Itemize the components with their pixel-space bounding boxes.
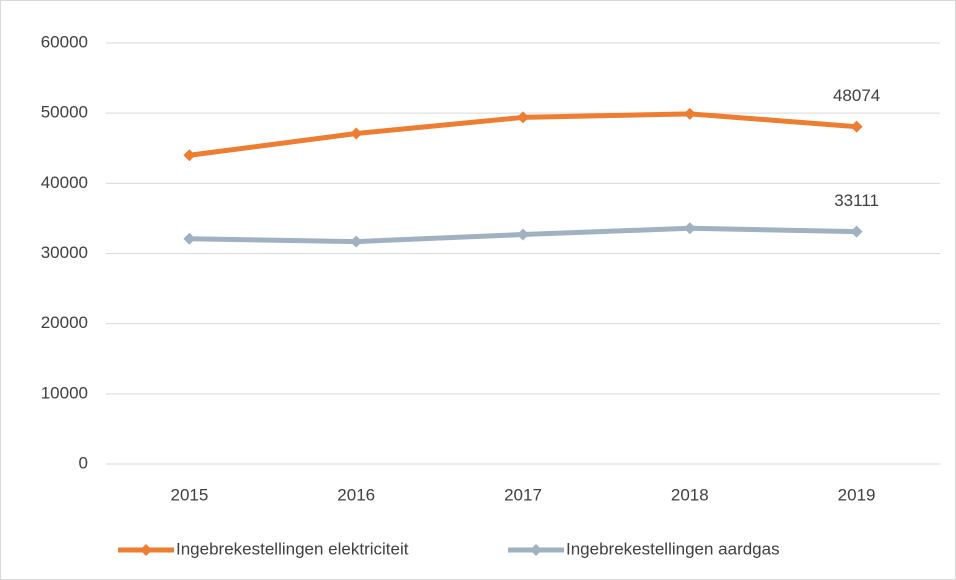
point-marker [183, 232, 196, 245]
x-tick-label: 2016 [337, 485, 375, 504]
y-tick-label: 0 [79, 453, 88, 472]
point-marker [850, 225, 863, 238]
y-tick-label: 30000 [41, 243, 88, 262]
y-tick-label: 40000 [41, 173, 88, 192]
legend-marker [140, 544, 152, 556]
y-tick-label: 50000 [41, 103, 88, 122]
point-marker [350, 127, 363, 140]
y-tick-label: 60000 [41, 32, 88, 51]
point-marker [850, 120, 863, 133]
y-tick-label: 20000 [41, 313, 88, 332]
x-tick-label: 2019 [838, 485, 876, 504]
point-marker [517, 111, 529, 124]
x-tick-label: 2017 [504, 485, 542, 504]
point-marker [683, 107, 696, 120]
point-marker [517, 228, 529, 241]
data-label: 33111 [834, 191, 879, 210]
legend-marker [530, 544, 542, 556]
x-tick-label: 2015 [170, 485, 208, 504]
y-tick-label: 10000 [41, 383, 88, 402]
data-label: 48074 [833, 86, 880, 105]
point-marker [183, 149, 196, 162]
point-marker [350, 235, 363, 248]
point-marker [683, 222, 696, 235]
legend-label: Ingebrekestellingen aardgas [566, 539, 780, 558]
legend-label: Ingebrekestellingen elektriciteit [176, 539, 409, 558]
x-tick-label: 2018 [671, 485, 709, 504]
